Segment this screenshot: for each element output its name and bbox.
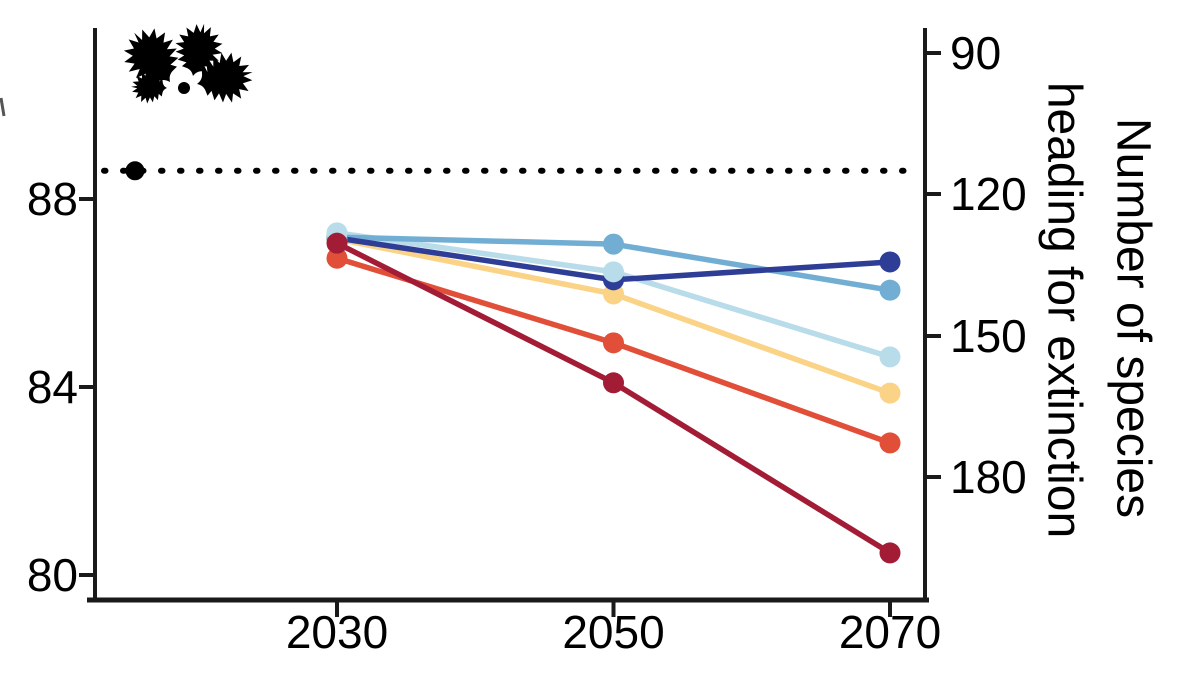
series-dot-blue-2050 <box>603 233 624 255</box>
left-tick-label-80: 80 <box>27 549 78 601</box>
right-tick-label-150: 150 <box>950 310 1027 362</box>
series-dot-dark-red-2070 <box>879 542 901 564</box>
cropped-edge-artifact <box>0 97 6 117</box>
right-tick-label-120: 120 <box>950 168 1027 220</box>
series-dot-light-blue-2070 <box>879 346 901 368</box>
leaf-cluster-icon <box>123 23 253 104</box>
series-dot-yellow-2070 <box>879 382 901 404</box>
series-dot-orange-2050 <box>603 332 624 354</box>
bottom-axis-ticks <box>335 600 892 617</box>
x-tick-label-2070: 2070 <box>839 606 941 658</box>
series-dot-blue-2070 <box>879 279 901 301</box>
series-dot-orange-2070 <box>879 432 901 454</box>
x-tick-label-2050: 2050 <box>562 606 664 658</box>
right-axis-title-line2: heading for extinction <box>1038 82 1091 538</box>
right-tick-label-180: 180 <box>950 451 1027 503</box>
series-dot-light-blue-2050 <box>603 261 624 283</box>
left-axis-ticks <box>79 197 95 577</box>
right-axis-title-line1: Number of species <box>1107 118 1160 518</box>
right-tick-label-90: 90 <box>950 27 1001 79</box>
series-dot-dark-red-2050 <box>603 372 624 394</box>
series-dot-dark-blue-2070 <box>879 251 901 273</box>
series-points-layer <box>326 222 901 564</box>
left-tick-label-88: 88 <box>27 173 78 225</box>
x-tick-label-2030: 2030 <box>286 606 388 658</box>
right-axis-ticks <box>925 51 941 479</box>
baseline-dotted-line-layer <box>101 161 923 181</box>
series-dot-dark-red-2030 <box>326 232 348 254</box>
series-dot-orange-2030 <box>326 247 348 269</box>
baseline-marker-dot <box>125 161 145 181</box>
left-tick-label-84: 84 <box>27 361 78 413</box>
